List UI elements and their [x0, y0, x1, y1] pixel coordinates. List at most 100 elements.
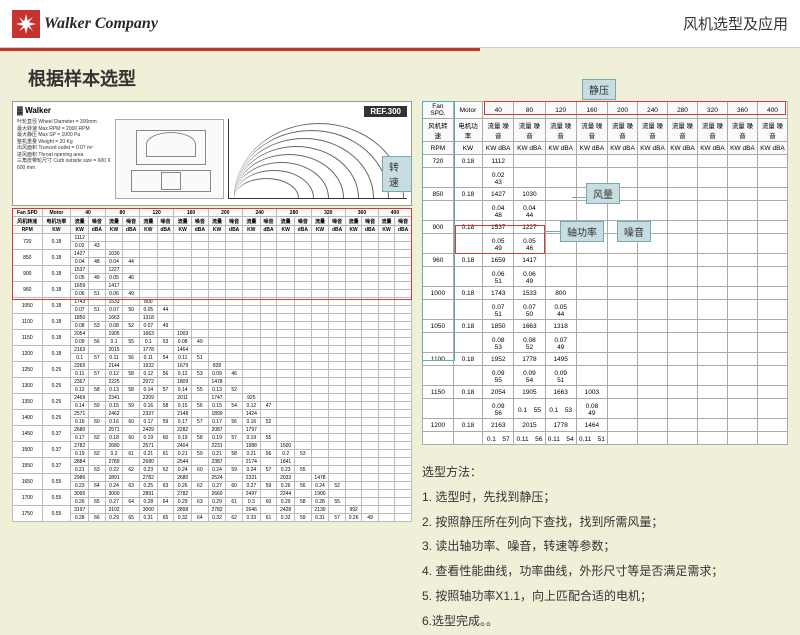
- data-cell: [668, 188, 698, 201]
- data-cell: 850: [423, 188, 454, 201]
- data-cell: [638, 419, 668, 432]
- data-cell: [668, 366, 698, 386]
- data-cell: [668, 353, 698, 366]
- data-cell: [697, 419, 727, 432]
- data-cell: [545, 201, 576, 221]
- instruction-item: 2. 按照静压所在列向下查找，找到所需风量；: [422, 511, 788, 534]
- data-cell: [453, 267, 482, 287]
- data-cell: [576, 254, 607, 267]
- data-cell: [757, 333, 787, 353]
- data-cell: [638, 188, 668, 201]
- diagram-panel: ▓ Walker REF.300 叶轮直径 Wheel Diameter = 3…: [12, 101, 412, 206]
- data-cell: [638, 155, 668, 168]
- data-cell: [545, 254, 576, 267]
- data-cell: 0.09 51: [545, 366, 576, 386]
- data-cell: [638, 168, 668, 188]
- data-cell: [668, 399, 698, 419]
- data-cell: [576, 287, 607, 300]
- brand-label: ▓ Walker: [17, 106, 51, 117]
- col-header: Fan SPD.: [423, 102, 454, 119]
- data-cell: [576, 155, 607, 168]
- data-cell: [727, 386, 757, 399]
- col-sub: 电机功率: [453, 119, 482, 142]
- data-cell: 0.05 49: [483, 234, 514, 254]
- col-sub: 流量 噪音: [514, 119, 545, 142]
- data-cell: [727, 419, 757, 432]
- col-sub: 流量 噪音: [668, 119, 698, 142]
- data-cell: [727, 254, 757, 267]
- data-cell: [608, 254, 638, 267]
- data-cell: [453, 168, 482, 188]
- data-cell: [423, 234, 454, 254]
- data-cell: 1318: [545, 320, 576, 333]
- data-cell: 1850: [483, 320, 514, 333]
- instructions-title: 选型方法：: [422, 461, 788, 484]
- data-cell: [638, 267, 668, 287]
- data-cell: 0.07 50: [514, 300, 545, 320]
- data-cell: [638, 201, 668, 221]
- data-cell: 720: [423, 155, 454, 168]
- instruction-item: 4. 查看性能曲线，功率曲线，外形尺寸等是否满足需求；: [422, 560, 788, 583]
- data-cell: [545, 267, 576, 287]
- data-cell: 2015: [514, 419, 545, 432]
- data-cell: [453, 300, 482, 320]
- data-cell: [757, 353, 787, 366]
- data-cell: 1150: [423, 386, 454, 399]
- data-cell: [668, 320, 698, 333]
- data-cell: [757, 287, 787, 300]
- data-cell: [668, 168, 698, 188]
- data-cell: [638, 432, 668, 445]
- data-cell: [697, 320, 727, 333]
- col-sub: KW dBA: [545, 142, 576, 155]
- data-cell: 1537: [483, 221, 514, 234]
- data-cell: 0.06 49: [514, 267, 545, 287]
- col-sub: RPM: [423, 142, 454, 155]
- data-cell: [697, 366, 727, 386]
- data-cell: [545, 188, 576, 201]
- data-cell: [608, 267, 638, 287]
- data-cell: [668, 201, 698, 221]
- data-cell: 0.1 53: [545, 399, 576, 419]
- data-cell: [668, 155, 698, 168]
- accent-bar: [0, 48, 480, 51]
- data-cell: [608, 155, 638, 168]
- data-cell: [697, 201, 727, 221]
- data-cell: [727, 287, 757, 300]
- data-cell: 960: [423, 254, 454, 267]
- data-cell: [697, 188, 727, 201]
- data-cell: 1659: [483, 254, 514, 267]
- data-cell: [576, 300, 607, 320]
- data-cell: 0.18: [453, 188, 482, 201]
- col-header: 160: [576, 102, 607, 119]
- col-sub: 流量 噪音: [483, 119, 514, 142]
- data-cell: [576, 333, 607, 353]
- data-cell: [727, 366, 757, 386]
- data-cell: 900: [423, 221, 454, 234]
- data-cell: 1000: [423, 287, 454, 300]
- data-cell: [727, 320, 757, 333]
- data-cell: [757, 168, 787, 188]
- col-sub: KW dBA: [697, 142, 727, 155]
- data-cell: 1464: [576, 419, 607, 432]
- data-cell: 1030: [514, 188, 545, 201]
- data-cell: 1663: [514, 320, 545, 333]
- data-cell: [697, 267, 727, 287]
- data-cell: [608, 366, 638, 386]
- data-cell: [757, 419, 787, 432]
- col-header: 200: [608, 102, 638, 119]
- data-cell: 1533: [514, 287, 545, 300]
- col-header: 400: [757, 102, 787, 119]
- data-cell: [727, 188, 757, 201]
- data-cell: [668, 300, 698, 320]
- data-cell: [697, 386, 727, 399]
- col-sub: KW dBA: [483, 142, 514, 155]
- data-cell: 1100: [423, 353, 454, 366]
- col-sub: 流量 噪音: [697, 119, 727, 142]
- data-cell: [668, 419, 698, 432]
- detail-table: Fan SPD.Motor408012016020024028032036040…: [422, 101, 788, 445]
- data-cell: [727, 300, 757, 320]
- full-data-table: Fan SPDMotor4080120160200240280320360400…: [12, 208, 412, 522]
- data-cell: 0.18: [453, 320, 482, 333]
- data-cell: 0.09 54: [514, 366, 545, 386]
- logo-icon: [12, 10, 40, 38]
